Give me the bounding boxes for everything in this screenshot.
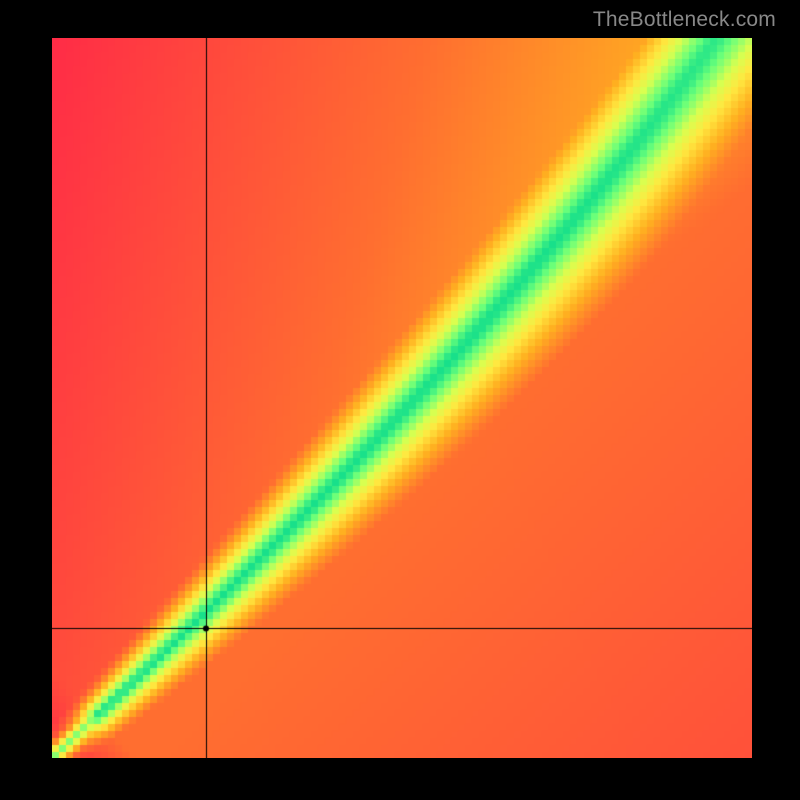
watermark-label: TheBottleneck.com: [593, 8, 776, 32]
heatmap-canvas: [52, 38, 752, 758]
bottleneck-heatmap: [52, 38, 752, 758]
